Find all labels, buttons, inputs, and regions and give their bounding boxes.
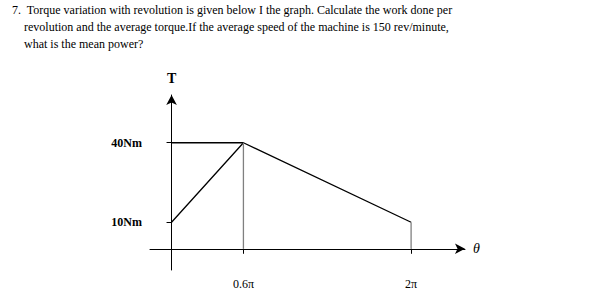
svg-text:θ: θ [473,241,480,256]
svg-text:40Nm: 40Nm [111,136,142,150]
svg-text:what is the mean power?: what is the mean power? [12,37,143,51]
svg-text:revolution and the average tor: revolution and the average torque.If the… [12,20,449,34]
svg-text:7. Torque variation with revo: 7. Torque variation with revolution is g… [12,3,452,17]
svg-text:10Nm: 10Nm [111,215,142,229]
svg-text:2π: 2π [405,277,417,291]
svg-text:0.6π: 0.6π [233,277,254,291]
svg-text:T: T [167,71,177,86]
